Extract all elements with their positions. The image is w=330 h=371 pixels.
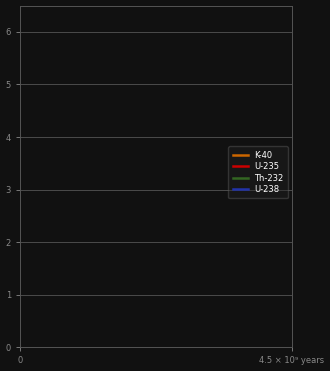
Legend: K-40, U-235, Th-232, U-238: K-40, U-235, Th-232, U-238 bbox=[228, 147, 288, 198]
